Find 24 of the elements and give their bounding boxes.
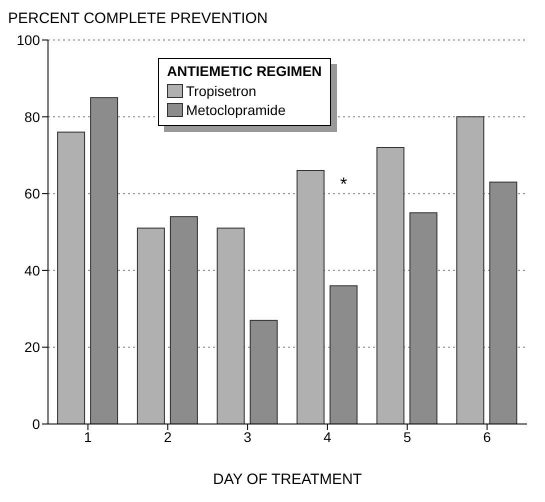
x-tick-label: 5 <box>403 428 412 445</box>
bar <box>57 132 86 424</box>
y-tick-label: 40 <box>24 262 40 278</box>
y-tick-label: 80 <box>24 108 40 125</box>
y-tick-label: 100 <box>16 32 40 48</box>
bar <box>216 228 245 424</box>
x-tick-label: 4 <box>324 428 332 445</box>
legend-title: ANTIEMETIC REGIMEN <box>167 63 322 79</box>
x-tick-label: 3 <box>244 428 252 445</box>
bar <box>296 170 325 424</box>
y-tick-label: 20 <box>24 339 40 356</box>
bar <box>376 147 404 424</box>
legend-label: Tropisetron <box>186 83 256 99</box>
y-tick-label: 0 <box>32 416 40 432</box>
legend-label: Metoclopramide <box>186 102 286 118</box>
annotation: * <box>340 174 348 194</box>
bar <box>456 116 484 424</box>
x-tick-label: 2 <box>164 428 172 445</box>
x-tick-label: 6 <box>483 428 492 445</box>
y-axis-title: PERCENT COMPLETE PREVENTION <box>8 10 268 27</box>
bar <box>136 228 165 424</box>
x-axis-title: DAY OF TREATMENT <box>213 471 362 488</box>
x-tick-label: 1 <box>84 428 92 445</box>
y-tick-label: 60 <box>24 186 40 202</box>
